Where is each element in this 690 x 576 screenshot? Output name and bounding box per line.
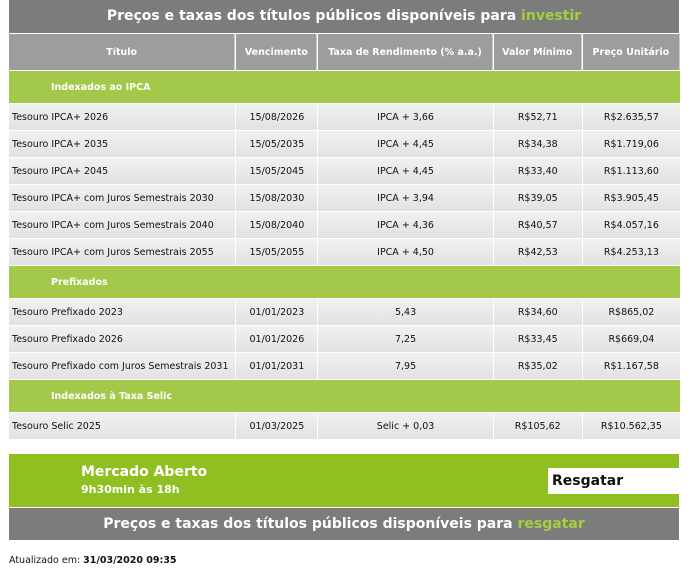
column-header: Preço Unitário [582, 34, 680, 70]
footer-title: Preços e taxas dos títulos públicos disp… [103, 516, 518, 532]
data-row: Tesouro IPCA+ 2045 15/05/2045 IPCA + 4,45 R… [9, 158, 680, 184]
rates-table: Título Vencimento Taxa de Rendimento (% a.… [8, 33, 681, 440]
cell: 01/01/2023 [236, 299, 318, 325]
data-row: Tesouro Prefixado 2023 01/01/2023 5,43 R$34… [9, 299, 680, 325]
section-label: Prefixados [9, 266, 680, 298]
cell: IPCA + 3,94 [318, 185, 493, 211]
section-label: Indexados à Taxa Selic [9, 380, 680, 412]
updated: Atualizado em: 31/03/2020 09:35 [9, 555, 177, 566]
column-header: Vencimento [236, 34, 318, 70]
data-row: Tesouro IPCA+ com Juros Semestrais 2055 1… [9, 239, 680, 265]
data-row: Tesouro Prefixado 2026 01/01/2026 7,25 R$33… [9, 326, 680, 352]
cell: R$39,05 [493, 185, 582, 211]
cell: R$42,53 [493, 239, 582, 265]
cell: R$669,04 [582, 326, 680, 352]
cell: Selic + 0,03 [318, 413, 493, 439]
cell: R$3.905,45 [582, 185, 680, 211]
cell: R$4.253,13 [582, 239, 680, 265]
cell: Tesouro Selic 2025 [9, 413, 236, 439]
cell: 15/08/2040 [236, 212, 318, 238]
header-row: Título Vencimento Taxa de Rendimento (% a.… [9, 34, 680, 70]
data-row: Tesouro IPCA+ 2035 15/05/2035 IPCA + 4,45 R… [9, 131, 680, 157]
cell: 15/08/2030 [236, 185, 318, 211]
cell: Tesouro IPCA+ 2035 [9, 131, 236, 157]
title-highlight: investir [521, 8, 582, 24]
cell: R$33,40 [493, 158, 582, 184]
cell: R$34,60 [493, 299, 582, 325]
cell: 15/08/2026 [236, 104, 318, 130]
cell: 7,25 [318, 326, 493, 352]
cell: Tesouro IPCA+ com Juros Semestrais 2030 [9, 185, 236, 211]
market-box: Mercado Aberto 9h30min às 18h Resgatar [9, 454, 679, 507]
cell: R$2.635,57 [582, 104, 680, 130]
section-label: Indexados ao IPCA [9, 71, 680, 103]
cell: 7,95 [318, 353, 493, 379]
section-row: Prefixados [9, 266, 680, 298]
cell: R$34,38 [493, 131, 582, 157]
cell: R$105,62 [493, 413, 582, 439]
section-row: Indexados ao IPCA [9, 71, 680, 103]
data-row: Tesouro IPCA+ 2026 15/08/2026 IPCA + 3,66 R… [9, 104, 680, 130]
cell: R$52,71 [493, 104, 582, 130]
cell: 5,43 [318, 299, 493, 325]
cell: IPCA + 4,45 [318, 158, 493, 184]
title: Preços e taxas dos títulos públicos disp… [106, 8, 522, 24]
cell: IPCA + 3,66 [318, 104, 493, 130]
table-body: Indexados ao IPCA Tesouro IPCA+ 2026 15/08… [9, 71, 680, 439]
updated-value: 31/03/2020 09:35 [83, 555, 177, 566]
market-title: Mercado Aberto [81, 464, 208, 480]
cell: 15/05/2035 [236, 131, 318, 157]
cell: Tesouro Prefixado com Juros Semestrais 2… [9, 353, 236, 379]
updated-label: Atualizado em: [9, 555, 84, 566]
cell: 15/05/2045 [236, 158, 318, 184]
section-row: Indexados à Taxa Selic [9, 380, 680, 412]
cell: R$40,57 [493, 212, 582, 238]
cell: R$1.719,06 [582, 131, 680, 157]
data-row: Tesouro IPCA+ com Juros Semestrais 2030 1… [9, 185, 680, 211]
cell: Tesouro Prefixado 2026 [9, 326, 236, 352]
cell: R$35,02 [493, 353, 582, 379]
cell: Tesouro Prefixado 2023 [9, 299, 236, 325]
cell: 01/01/2031 [236, 353, 318, 379]
cell: IPCA + 4,45 [318, 131, 493, 157]
cell: IPCA + 4,50 [318, 239, 493, 265]
data-row: Tesouro IPCA+ com Juros Semestrais 2040 1… [9, 212, 680, 238]
cell: R$10.562,35 [582, 413, 680, 439]
footer-bar: Preços e taxas dos títulos públicos disp… [9, 508, 679, 540]
column-header: Taxa de Rendimento (% a.a.) [318, 34, 493, 70]
cell: R$1.113,60 [582, 158, 680, 184]
column-header: Valor Mínimo [493, 34, 582, 70]
footer-highlight[interactable]: resgatar [517, 516, 585, 532]
cell: IPCA + 4,36 [318, 212, 493, 238]
cell: 01/03/2025 [236, 413, 318, 439]
cell: R$865,02 [582, 299, 680, 325]
data-row: Tesouro Prefixado com Juros Semestrais 2… [9, 353, 680, 379]
cell: R$33,45 [493, 326, 582, 352]
cell: Tesouro IPCA+ 2026 [9, 104, 236, 130]
cell: Tesouro IPCA+ 2045 [9, 158, 236, 184]
cell: Tesouro IPCA+ com Juros Semestrais 2040 [9, 212, 236, 238]
column-header: Título [9, 34, 236, 70]
market-hours: 9h30min às 18h [81, 483, 180, 496]
cell: R$1.167,58 [582, 353, 680, 379]
cell: R$4.057,16 [582, 212, 680, 238]
data-row: Tesouro Selic 2025 01/03/2025 Selic + 0,03… [9, 413, 680, 439]
cell: Tesouro IPCA+ com Juros Semestrais 2055 [9, 239, 236, 265]
title-bar: Preços e taxas dos títulos públicos disp… [9, 0, 679, 33]
redeem-button[interactable]: Resgatar [548, 468, 679, 494]
cell: 01/01/2026 [236, 326, 318, 352]
cell: 15/05/2055 [236, 239, 318, 265]
